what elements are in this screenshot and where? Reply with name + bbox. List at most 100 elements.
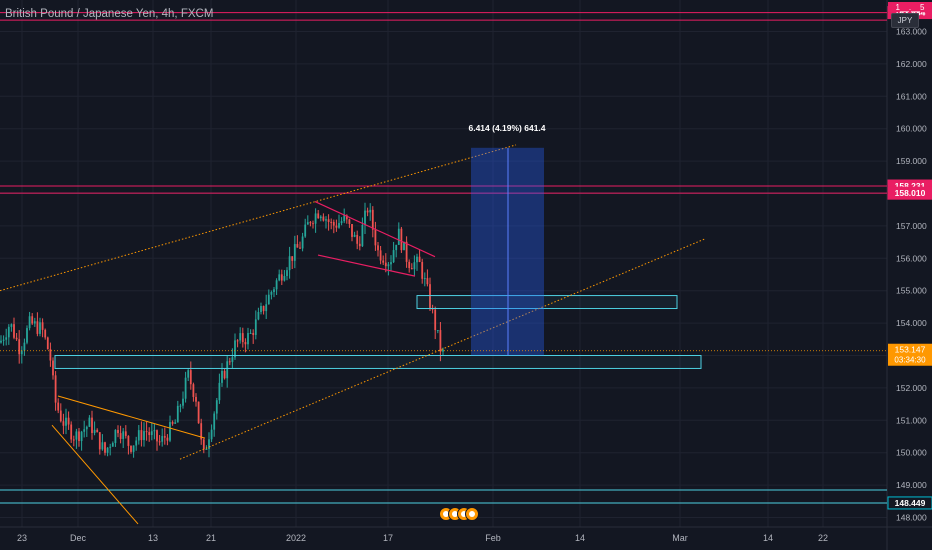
candle-body bbox=[234, 340, 236, 358]
candle-body bbox=[384, 262, 387, 267]
event-icon-inner bbox=[469, 511, 475, 517]
candle-body bbox=[377, 245, 379, 251]
candle-body bbox=[85, 426, 88, 430]
candle-body bbox=[260, 306, 262, 313]
measure-label: 6.414 (4.19%) 641.4 bbox=[468, 123, 545, 133]
candle-body bbox=[171, 422, 174, 424]
y-tick-label: 159.000 bbox=[896, 156, 927, 166]
candle-body bbox=[161, 436, 164, 442]
candle-body bbox=[429, 284, 431, 309]
price-tag-bg bbox=[887, 186, 932, 200]
candle-body bbox=[418, 256, 421, 262]
price-tag-label: 148.449 bbox=[895, 498, 926, 508]
candle-body bbox=[202, 439, 205, 450]
x-tick-label: 22 bbox=[818, 533, 828, 543]
candle-body bbox=[408, 261, 411, 269]
candle-body bbox=[59, 410, 62, 422]
candle-body bbox=[98, 432, 101, 450]
currency-badge[interactable]: JPY bbox=[891, 13, 919, 28]
current-price-tag-bg bbox=[888, 343, 932, 366]
channel-lower-line bbox=[179, 238, 706, 460]
candle-body bbox=[244, 342, 247, 345]
candle-body bbox=[28, 316, 31, 329]
candle-body bbox=[309, 222, 312, 224]
candle-body bbox=[267, 294, 270, 305]
candle-body bbox=[351, 224, 353, 237]
x-tick-label: 14 bbox=[575, 533, 585, 543]
candle-body bbox=[75, 431, 78, 440]
event-icon-inner bbox=[443, 511, 449, 517]
candle-body bbox=[345, 215, 348, 220]
y-tick-label: 148.000 bbox=[896, 513, 927, 523]
candle-body bbox=[80, 431, 83, 442]
candle-body bbox=[119, 433, 122, 439]
candle-body bbox=[52, 360, 54, 376]
candle-body bbox=[413, 262, 416, 270]
y-tick-label: 151.000 bbox=[896, 415, 927, 425]
candle-body bbox=[13, 324, 15, 338]
candle-body bbox=[41, 322, 44, 330]
candle-body bbox=[96, 429, 99, 433]
price-tag-top-bg bbox=[888, 2, 932, 12]
candle-body bbox=[327, 219, 330, 222]
candle-body bbox=[72, 439, 75, 441]
candle-body bbox=[392, 250, 395, 263]
candle-body bbox=[325, 219, 327, 221]
y-tick-label: 161.000 bbox=[896, 91, 927, 101]
candle-body bbox=[62, 421, 65, 426]
candle-body bbox=[135, 440, 138, 446]
candle-body bbox=[239, 333, 242, 341]
candle-body bbox=[91, 417, 93, 434]
x-tick-label: Mar bbox=[672, 533, 688, 543]
candle-body bbox=[361, 224, 364, 247]
candle-body bbox=[65, 417, 67, 426]
candle-body bbox=[166, 437, 169, 441]
current-price-value: 153.147 bbox=[895, 345, 926, 355]
candle-body bbox=[241, 333, 244, 343]
x-tick-label: 13 bbox=[148, 533, 158, 543]
candle-body bbox=[322, 216, 325, 221]
event-icon-inner bbox=[452, 511, 458, 517]
candles-group bbox=[0, 202, 444, 458]
candle-body bbox=[265, 304, 268, 312]
candle-body bbox=[93, 429, 96, 434]
candle-body bbox=[122, 431, 125, 439]
candle-body bbox=[54, 375, 57, 403]
y-tick-label: 163.000 bbox=[896, 27, 927, 37]
candle-body bbox=[158, 441, 161, 443]
candle-body bbox=[371, 209, 374, 230]
price-zone bbox=[416, 295, 678, 310]
candle-body bbox=[395, 244, 398, 251]
y-tick-label: 152.000 bbox=[896, 383, 927, 393]
candle-body bbox=[273, 289, 275, 293]
candle-body bbox=[403, 241, 405, 251]
candle-body bbox=[338, 223, 340, 228]
candle-body bbox=[364, 210, 366, 225]
price-tag-top-label: 1__.__5 bbox=[896, 3, 925, 12]
candle-body bbox=[174, 422, 177, 424]
candle-body bbox=[353, 234, 356, 237]
candle-body bbox=[104, 442, 106, 453]
candle-body bbox=[426, 278, 429, 285]
y-tick-label: 155.000 bbox=[896, 286, 927, 296]
candle-body bbox=[210, 429, 213, 440]
candle-body bbox=[356, 234, 359, 244]
candle-body bbox=[283, 276, 286, 281]
candle-body bbox=[226, 361, 229, 379]
candle-body bbox=[340, 221, 343, 224]
candle-body bbox=[280, 274, 283, 281]
candle-body bbox=[83, 429, 86, 432]
candle-body bbox=[5, 337, 8, 340]
candle-body bbox=[101, 442, 104, 450]
candle-body bbox=[423, 278, 426, 280]
candle-body bbox=[343, 215, 346, 222]
candle-body bbox=[140, 430, 143, 441]
candle-body bbox=[288, 256, 291, 271]
price-zone bbox=[54, 355, 702, 369]
y-tick-label: 149.000 bbox=[896, 480, 927, 490]
candle-body bbox=[387, 264, 390, 267]
candle-body bbox=[184, 377, 187, 399]
candle-body bbox=[379, 250, 382, 261]
